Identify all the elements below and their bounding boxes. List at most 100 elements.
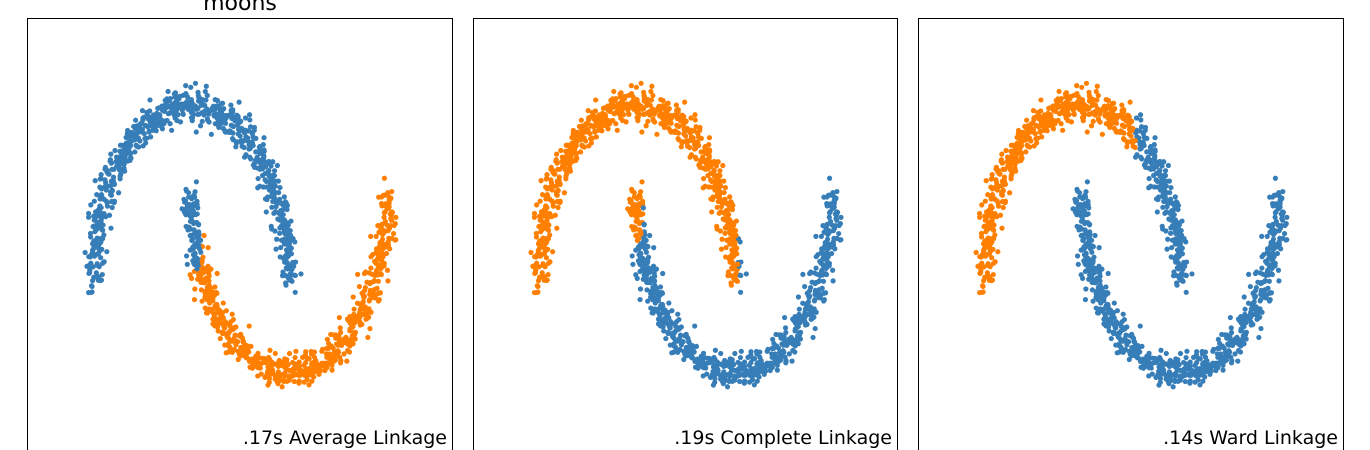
scatter-point: [702, 166, 709, 172]
scatter-point: [384, 222, 390, 228]
scatter-point: [185, 106, 191, 112]
scatter-point: [1007, 190, 1013, 196]
scatter-point: [1050, 103, 1056, 109]
scatter-point: [117, 142, 124, 148]
scatter-point: [271, 191, 277, 197]
scatter-point: [204, 92, 210, 99]
scatter-point: [1093, 88, 1099, 95]
scatter-point: [782, 314, 788, 321]
scatter-point: [1270, 222, 1276, 228]
scatter-point: [1097, 278, 1103, 284]
scatter-point: [548, 180, 555, 186]
scatter-point: [112, 147, 118, 154]
scatter-point: [544, 194, 550, 200]
scatter-point: [389, 209, 396, 215]
scatter-point: [202, 305, 208, 311]
scatter-point: [191, 260, 197, 266]
scatter-point: [1170, 384, 1176, 390]
scatter-point: [673, 347, 679, 354]
scatter-point: [381, 175, 388, 181]
panel-title: moons: [203, 0, 277, 16]
scatter-point: [1111, 300, 1117, 306]
scatter-point: [284, 251, 290, 258]
scatter-point: [1106, 119, 1113, 125]
scatter-point: [140, 143, 146, 149]
scatter-point: [1138, 124, 1145, 130]
scatter-point: [683, 118, 689, 124]
scatter-point: [1228, 360, 1235, 366]
scatter-point: [94, 192, 100, 198]
scatter-point: [189, 275, 195, 281]
scatter-point: [1105, 304, 1111, 310]
scatter-point: [1187, 380, 1193, 386]
scatter-point: [258, 160, 264, 166]
scatter-point: [1000, 204, 1006, 211]
scatter-point: [817, 272, 823, 278]
scatter-point: [696, 162, 702, 168]
scatter-point: [795, 294, 802, 300]
scatter-point: [1126, 356, 1132, 363]
scatter-point: [285, 234, 291, 240]
scatter-point: [271, 210, 277, 216]
scatter-point: [103, 180, 109, 186]
scatter-point: [1283, 237, 1289, 243]
scatter-point: [718, 246, 725, 252]
axes-frame: [27, 18, 453, 450]
scatter-point: [1164, 204, 1170, 210]
scatter-point: [1105, 97, 1112, 104]
scatter-point: [706, 184, 712, 190]
scatter-point: [1228, 325, 1234, 331]
scatter-point: [331, 358, 337, 364]
scatter-point: [1174, 282, 1180, 288]
scatter-point: [1148, 166, 1154, 172]
scatter-point: [838, 214, 844, 220]
scatter-point: [1102, 314, 1109, 321]
scatter-point: [379, 194, 385, 200]
scatter-point: [757, 349, 763, 355]
scatter-point: [1119, 102, 1125, 108]
scatter-point: [645, 258, 651, 264]
scatter-point: [248, 343, 254, 349]
scatter-point: [393, 214, 399, 220]
scatter-point: [159, 103, 165, 109]
scatter-point: [754, 378, 760, 384]
scatter-point: [1250, 290, 1256, 296]
scatter-point: [818, 233, 825, 239]
scatter-point: [677, 332, 684, 338]
scatter-point: [260, 184, 267, 190]
scatter-point: [996, 171, 1002, 177]
scatter-point: [1099, 285, 1105, 291]
scatter-point: [663, 318, 669, 324]
scatter-point: [1161, 172, 1167, 178]
scatter-point: [1162, 210, 1168, 216]
scatter-point: [531, 214, 538, 220]
scatter-point: [1284, 214, 1290, 220]
scatter-point: [792, 328, 798, 334]
scatter-point: [1078, 204, 1084, 210]
scatter-point: [634, 237, 641, 243]
scatter-point: [738, 348, 744, 354]
scatter-point: [275, 380, 281, 387]
scatter-point: [1084, 179, 1090, 185]
scatter-point: [297, 369, 303, 375]
scatter-point: [208, 131, 214, 137]
scatter-point: [824, 222, 830, 228]
scatter-point: [1279, 215, 1285, 222]
scatter-point: [133, 117, 139, 123]
scatter-point: [1270, 194, 1276, 200]
scatter-point: [741, 380, 747, 386]
scatter-point: [144, 135, 150, 141]
scatter-point: [837, 237, 843, 243]
scatter-point: [704, 371, 710, 377]
scatter-point: [1108, 318, 1114, 324]
scatter-point: [645, 118, 651, 124]
scatter-point: [228, 347, 234, 354]
scatter-point: [984, 224, 990, 230]
scatter-point: [1116, 330, 1123, 337]
scatter-point: [1197, 382, 1203, 388]
scatter-point: [267, 347, 273, 353]
scatter-point: [165, 88, 171, 95]
scatter-point: [704, 160, 710, 166]
scatter-point: [995, 203, 1002, 209]
scatter-point: [816, 294, 822, 300]
